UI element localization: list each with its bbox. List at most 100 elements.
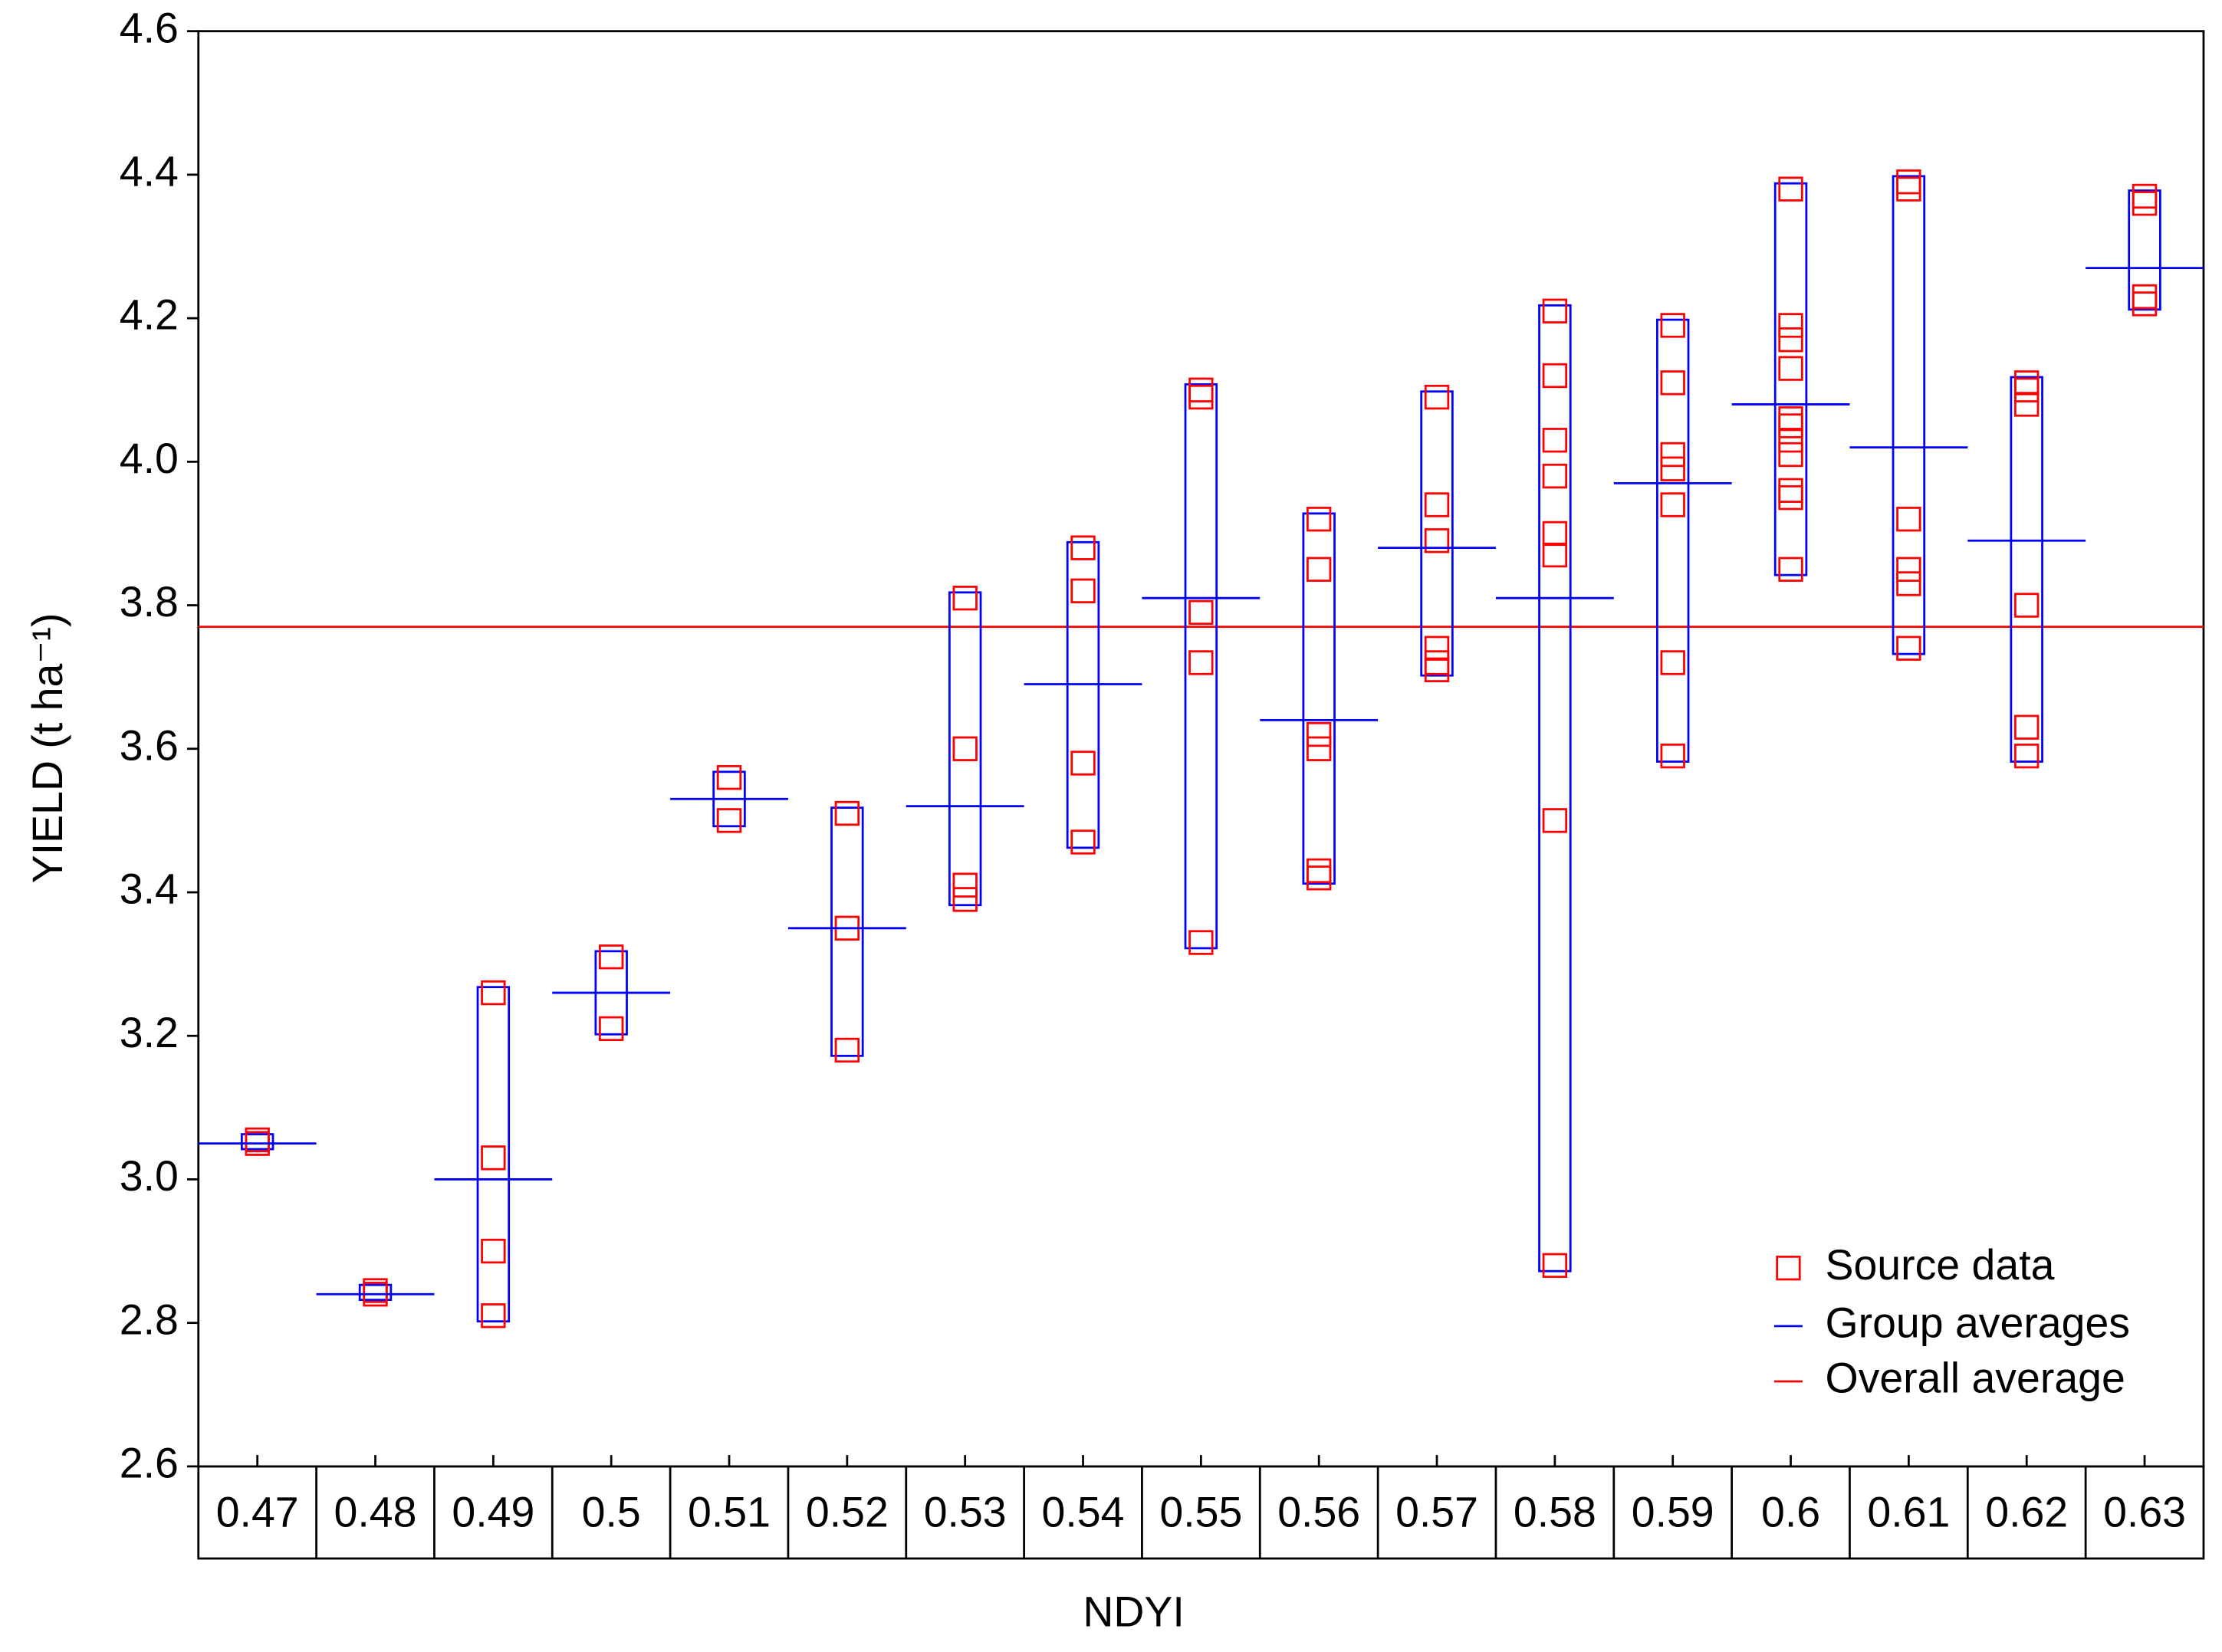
source-point xyxy=(1896,169,1921,195)
source-point xyxy=(1307,736,1332,761)
y-tick-label: 3.4 xyxy=(120,865,179,913)
range-box xyxy=(1420,390,1454,677)
source-point xyxy=(1424,492,1450,517)
range-box xyxy=(358,1283,393,1301)
source-point xyxy=(481,980,506,1006)
source-point xyxy=(1778,406,1803,432)
range-box xyxy=(948,591,982,907)
x-tick-label: 0.61 xyxy=(1867,1488,1950,1535)
source-point xyxy=(1307,858,1332,884)
source-point xyxy=(2014,714,2040,740)
y-tick-label: 4.0 xyxy=(120,435,179,482)
source-point xyxy=(1070,750,1096,776)
range-box xyxy=(830,806,864,1057)
x-tick-label: 0.56 xyxy=(1277,1488,1360,1535)
source-point xyxy=(1542,542,1568,568)
x-tick-label: 0.63 xyxy=(2103,1488,2186,1535)
source-point xyxy=(1424,528,1450,553)
source-point xyxy=(2132,191,2158,216)
source-point xyxy=(481,1303,506,1328)
x-tick-label: 0.51 xyxy=(688,1488,771,1535)
source-point xyxy=(363,1278,388,1303)
source-point xyxy=(1070,829,1096,855)
source-point xyxy=(2014,370,2040,396)
source-point xyxy=(1070,535,1096,560)
source-point xyxy=(1660,456,1685,481)
y-tick-label: 2.6 xyxy=(120,1440,179,1487)
y-tick-label: 2.8 xyxy=(120,1296,179,1343)
range-box xyxy=(476,986,511,1323)
x-axis-label: NDYI xyxy=(1083,1588,1184,1636)
source-point xyxy=(1542,363,1568,389)
y-tick-label: 4.4 xyxy=(120,148,179,195)
x-tick-label: 0.47 xyxy=(216,1488,299,1535)
source-point xyxy=(1542,1253,1568,1278)
source-point xyxy=(1778,327,1803,353)
range-box xyxy=(240,1133,274,1151)
source-point xyxy=(1896,571,1921,596)
source-point xyxy=(2132,291,2158,317)
source-point xyxy=(1896,176,1921,202)
source-point xyxy=(1188,930,1214,955)
y-tick-label: 4.2 xyxy=(120,291,179,339)
x-tick-label: 0.57 xyxy=(1395,1488,1478,1535)
source-point xyxy=(2014,743,2040,769)
y-tick-label: 3.2 xyxy=(120,1009,179,1056)
range-box xyxy=(1773,182,1808,576)
source-point xyxy=(834,800,860,826)
source-point xyxy=(1660,313,1685,338)
source-point xyxy=(599,944,624,970)
source-point xyxy=(1188,650,1214,675)
source-point xyxy=(1778,413,1803,438)
source-point xyxy=(2014,377,2040,402)
source-point xyxy=(1424,636,1450,661)
source-point xyxy=(1307,721,1332,747)
source-point xyxy=(2132,183,2158,209)
source-point xyxy=(1307,865,1332,891)
source-point xyxy=(952,586,978,611)
source-point xyxy=(1778,442,1803,468)
source-point xyxy=(1896,507,1921,532)
source-point xyxy=(1660,650,1685,675)
source-point xyxy=(2014,392,2040,417)
source-point xyxy=(1778,478,1803,503)
source-point xyxy=(1778,356,1803,381)
x-tick-label: 0.52 xyxy=(806,1488,889,1535)
source-point xyxy=(952,887,978,912)
source-point xyxy=(1660,370,1685,396)
range-box xyxy=(1066,540,1100,849)
source-point xyxy=(1424,384,1450,410)
x-tick-label: 0.54 xyxy=(1042,1488,1125,1535)
x-tick-label: 0.58 xyxy=(1514,1488,1596,1535)
source-point xyxy=(1542,428,1568,453)
source-point xyxy=(716,765,742,790)
y-tick-label: 4.6 xyxy=(120,4,179,51)
source-point xyxy=(1778,176,1803,202)
range-box xyxy=(2128,189,2161,311)
source-point xyxy=(481,1238,506,1264)
source-point xyxy=(599,1016,624,1042)
x-tick-label: 0.5 xyxy=(582,1488,641,1535)
x-tick-label: 0.49 xyxy=(452,1488,534,1535)
source-point xyxy=(1896,636,1921,661)
source-point xyxy=(1307,557,1332,582)
source-point xyxy=(1660,743,1685,769)
range-box xyxy=(2010,376,2043,763)
x-tick-label: 0.59 xyxy=(1632,1488,1714,1535)
source-point xyxy=(1070,578,1096,604)
source-point xyxy=(1542,808,1568,833)
source-point xyxy=(2014,593,2040,618)
source-point xyxy=(1542,521,1568,547)
legend-label: Overall average xyxy=(1825,1355,2125,1402)
source-point xyxy=(1896,557,1921,582)
legend-marker xyxy=(1776,1255,1801,1281)
x-tick-label: 0.55 xyxy=(1159,1488,1242,1535)
range-box xyxy=(1892,175,1926,655)
source-point xyxy=(834,1037,860,1063)
y-tick-label: 3.0 xyxy=(120,1152,179,1200)
source-point xyxy=(1778,428,1803,453)
legend-label: Group averages xyxy=(1825,1299,2130,1347)
source-point xyxy=(1188,384,1214,410)
source-point xyxy=(952,872,978,898)
